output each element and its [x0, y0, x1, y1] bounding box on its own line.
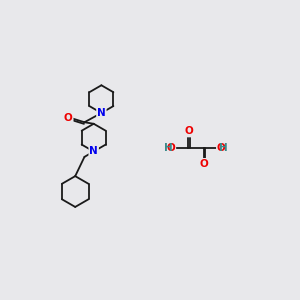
Text: H: H	[219, 143, 228, 153]
Text: O: O	[217, 143, 226, 153]
Text: O: O	[167, 143, 175, 153]
Text: O: O	[200, 159, 208, 169]
Text: H: H	[164, 143, 173, 153]
Text: N: N	[97, 108, 106, 118]
Text: O: O	[184, 127, 193, 136]
Text: N: N	[89, 146, 98, 157]
Text: O: O	[64, 113, 73, 123]
